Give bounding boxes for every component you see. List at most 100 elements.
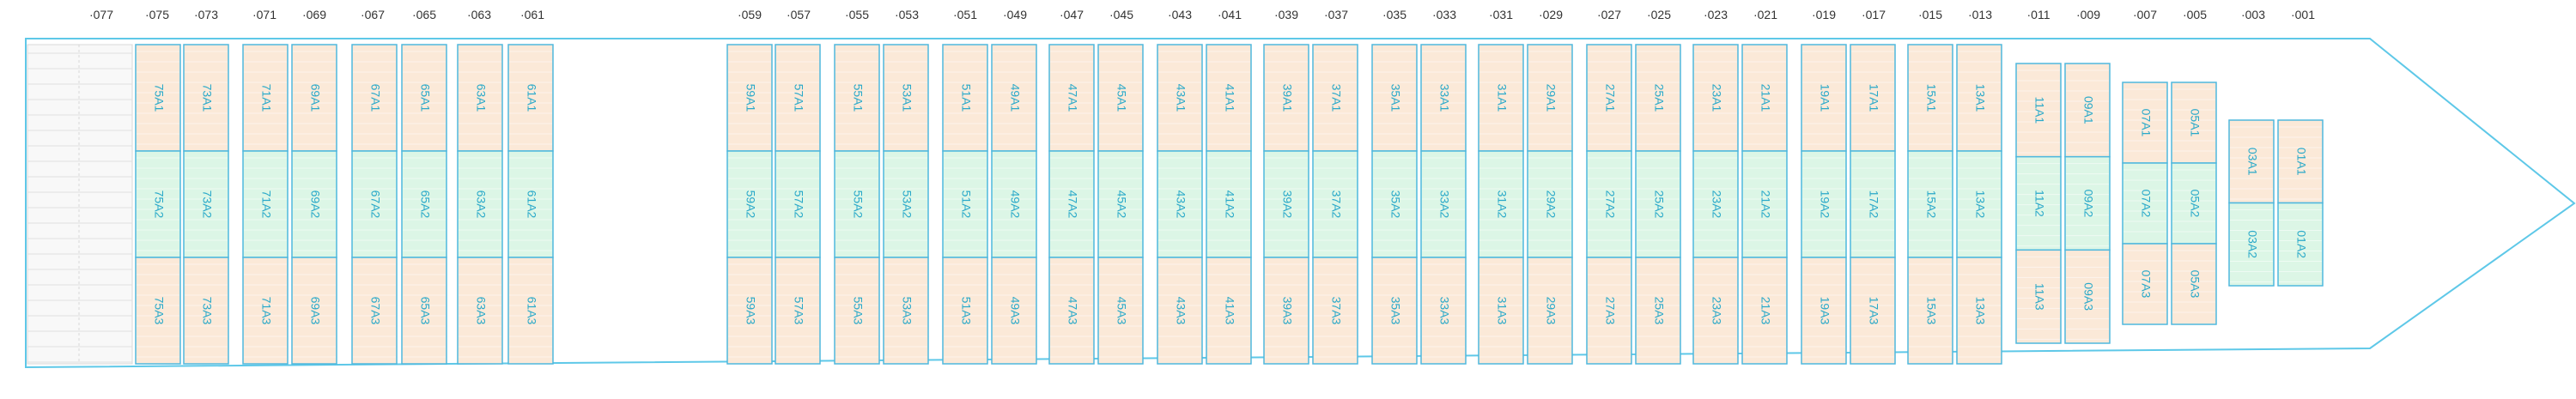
slot-cell[interactable] bbox=[2171, 162, 2217, 245]
slot-cell[interactable] bbox=[775, 150, 821, 258]
slot-cell[interactable] bbox=[507, 257, 554, 365]
slot-cell[interactable] bbox=[401, 150, 447, 258]
slot-cell[interactable] bbox=[726, 257, 773, 365]
slot-cell[interactable] bbox=[1478, 257, 1524, 365]
slot-cell[interactable] bbox=[1586, 44, 1632, 152]
slot-cell[interactable] bbox=[2064, 249, 2111, 344]
slot-cell[interactable] bbox=[2015, 155, 2062, 251]
slot-cell[interactable] bbox=[183, 257, 229, 365]
slot-label: 51A1 bbox=[959, 84, 973, 112]
slot-cell[interactable] bbox=[1527, 44, 1573, 152]
slot-cell[interactable] bbox=[1586, 150, 1632, 258]
slot-cell[interactable] bbox=[291, 257, 337, 365]
slot-cell[interactable] bbox=[183, 44, 229, 152]
slot-cell[interactable] bbox=[1157, 257, 1203, 365]
slot-cell[interactable] bbox=[726, 150, 773, 258]
slot-cell[interactable] bbox=[775, 44, 821, 152]
slot-cell[interactable] bbox=[834, 44, 880, 152]
slot-cell[interactable] bbox=[726, 44, 773, 152]
slot-cell[interactable] bbox=[883, 257, 929, 365]
slot-cell[interactable] bbox=[1850, 150, 1896, 258]
slot-cell[interactable] bbox=[1741, 44, 1788, 152]
slot-cell[interactable] bbox=[2122, 243, 2168, 325]
slot-cell[interactable] bbox=[1206, 257, 1252, 365]
slot-cell[interactable] bbox=[1741, 150, 1788, 258]
slot-cell[interactable] bbox=[1907, 257, 1953, 365]
slot-cell[interactable] bbox=[1635, 150, 1681, 258]
slot-cell[interactable] bbox=[1907, 150, 1953, 258]
slot-cell[interactable] bbox=[1801, 257, 1847, 365]
slot-cell[interactable] bbox=[1907, 44, 1953, 152]
slot-cell[interactable] bbox=[135, 257, 181, 365]
slot-cell[interactable] bbox=[1741, 257, 1788, 365]
slot-cell[interactable] bbox=[457, 150, 503, 258]
slot-cell[interactable] bbox=[942, 257, 988, 365]
slot-cell[interactable] bbox=[2064, 63, 2111, 158]
slot-cell[interactable] bbox=[351, 257, 398, 365]
slot-cell[interactable] bbox=[1635, 44, 1681, 152]
slot-cell[interactable] bbox=[1527, 257, 1573, 365]
slot-cell[interactable] bbox=[1692, 257, 1739, 365]
slot-cell[interactable] bbox=[1371, 257, 1418, 365]
slot-cell[interactable] bbox=[1586, 257, 1632, 365]
slot-cell[interactable] bbox=[1420, 44, 1467, 152]
slot-cell[interactable] bbox=[1312, 44, 1358, 152]
slot-cell[interactable] bbox=[1206, 44, 1252, 152]
slot-cell[interactable] bbox=[507, 150, 554, 258]
slot-label: 31A1 bbox=[1495, 84, 1509, 112]
slot-cell[interactable] bbox=[834, 257, 880, 365]
slot-cell[interactable] bbox=[991, 257, 1037, 365]
slot-cell[interactable] bbox=[1850, 257, 1896, 365]
slot-cell[interactable] bbox=[242, 44, 289, 152]
slot-cell[interactable] bbox=[1692, 44, 1739, 152]
slot-cell[interactable] bbox=[291, 150, 337, 258]
slot-cell[interactable] bbox=[1801, 150, 1847, 258]
slot-cell[interactable] bbox=[1527, 150, 1573, 258]
slot-cell[interactable] bbox=[991, 44, 1037, 152]
slot-cell[interactable] bbox=[942, 150, 988, 258]
slot-cell[interactable] bbox=[1692, 150, 1739, 258]
slot-cell[interactable] bbox=[291, 44, 337, 152]
slot-cell[interactable] bbox=[1956, 44, 2002, 152]
slot-cell[interactable] bbox=[2015, 249, 2062, 344]
slot-cell[interactable] bbox=[457, 257, 503, 365]
slot-cell[interactable] bbox=[2171, 243, 2217, 325]
slot-cell[interactable] bbox=[1157, 44, 1203, 152]
slot-cell[interactable] bbox=[401, 44, 447, 152]
slot-cell[interactable] bbox=[351, 44, 398, 152]
slot-cell[interactable] bbox=[1850, 44, 1896, 152]
slot-cell[interactable] bbox=[1263, 257, 1309, 365]
slot-cell[interactable] bbox=[351, 150, 398, 258]
slot-cell[interactable] bbox=[183, 150, 229, 258]
slot-cell[interactable] bbox=[883, 44, 929, 152]
slot-cell[interactable] bbox=[1420, 257, 1467, 365]
slot-cell[interactable] bbox=[135, 44, 181, 152]
slot-cell[interactable] bbox=[1263, 44, 1309, 152]
slot-cell[interactable] bbox=[883, 150, 929, 258]
slot-cell[interactable] bbox=[1956, 257, 2002, 365]
slot-cell[interactable] bbox=[2122, 82, 2168, 164]
slot-cell[interactable] bbox=[1048, 44, 1095, 152]
slot-cell[interactable] bbox=[834, 150, 880, 258]
slot-cell[interactable] bbox=[1206, 150, 1252, 258]
slot-cell[interactable] bbox=[1097, 257, 1144, 365]
slot-cell[interactable] bbox=[2064, 155, 2111, 251]
slot-cell[interactable] bbox=[1478, 44, 1524, 152]
slot-cell[interactable] bbox=[1801, 44, 1847, 152]
slot-cell[interactable] bbox=[1635, 257, 1681, 365]
slot-cell[interactable] bbox=[2015, 63, 2062, 158]
slot-cell[interactable] bbox=[1312, 257, 1358, 365]
slot-cell[interactable] bbox=[2171, 82, 2217, 164]
slot-cell[interactable] bbox=[457, 44, 503, 152]
slot-cell[interactable] bbox=[242, 257, 289, 365]
slot-cell[interactable] bbox=[1263, 150, 1309, 258]
slot-cell[interactable] bbox=[1371, 150, 1418, 258]
slot-cell[interactable] bbox=[1478, 150, 1524, 258]
slot-cell[interactable] bbox=[1097, 44, 1144, 152]
slot-cell[interactable] bbox=[135, 150, 181, 258]
slot-cell[interactable] bbox=[507, 44, 554, 152]
slot-cell[interactable] bbox=[1048, 257, 1095, 365]
slot-cell[interactable] bbox=[401, 257, 447, 365]
slot-cell[interactable] bbox=[1157, 150, 1203, 258]
slot-cell[interactable] bbox=[775, 257, 821, 365]
